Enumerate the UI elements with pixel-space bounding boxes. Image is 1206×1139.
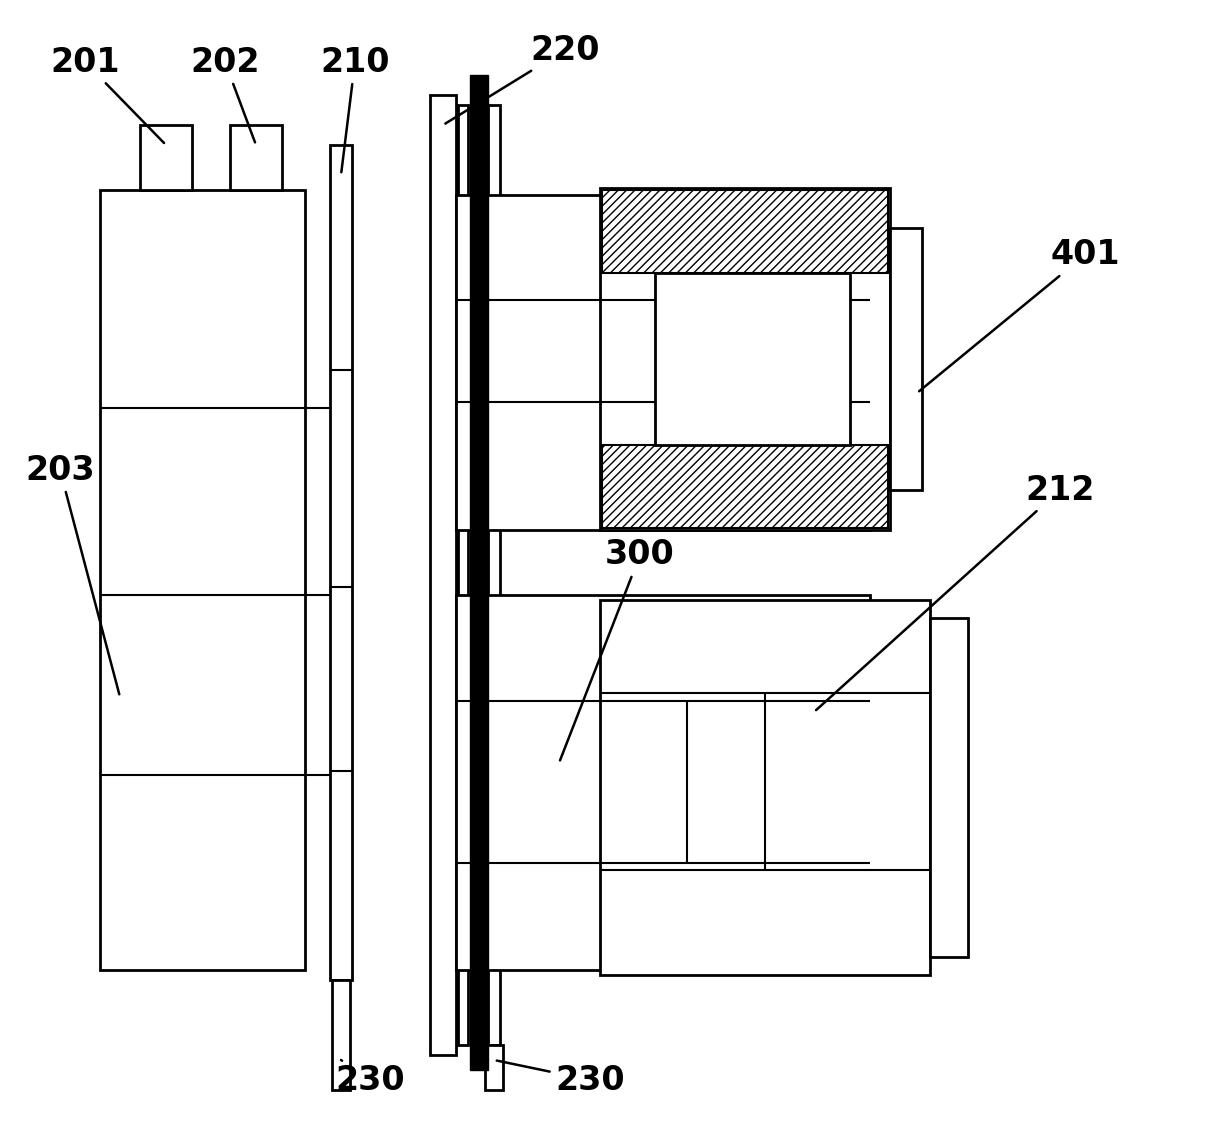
- Bar: [602, 190, 888, 273]
- Bar: [602, 445, 888, 528]
- Text: 210: 210: [321, 46, 390, 172]
- Text: 300: 300: [560, 539, 675, 761]
- Bar: [100, 190, 305, 970]
- Bar: [431, 95, 456, 1055]
- Bar: [470, 75, 488, 1070]
- Bar: [140, 125, 192, 190]
- Bar: [332, 980, 350, 1090]
- Text: 203: 203: [25, 453, 119, 695]
- Bar: [456, 595, 870, 970]
- Text: 201: 201: [51, 46, 164, 144]
- Text: 230: 230: [335, 1060, 405, 1097]
- Text: 212: 212: [816, 474, 1095, 710]
- Bar: [930, 618, 968, 957]
- Bar: [488, 105, 500, 1044]
- Bar: [485, 1044, 503, 1090]
- Bar: [230, 125, 282, 190]
- Bar: [456, 195, 870, 530]
- Bar: [330, 145, 352, 980]
- Text: 220: 220: [445, 33, 599, 123]
- Bar: [458, 105, 468, 1044]
- Bar: [890, 228, 923, 490]
- Text: 401: 401: [919, 238, 1119, 391]
- Bar: [601, 188, 890, 530]
- Bar: [655, 273, 850, 445]
- Bar: [601, 600, 930, 975]
- Text: 230: 230: [497, 1060, 625, 1097]
- Text: 202: 202: [191, 46, 259, 142]
